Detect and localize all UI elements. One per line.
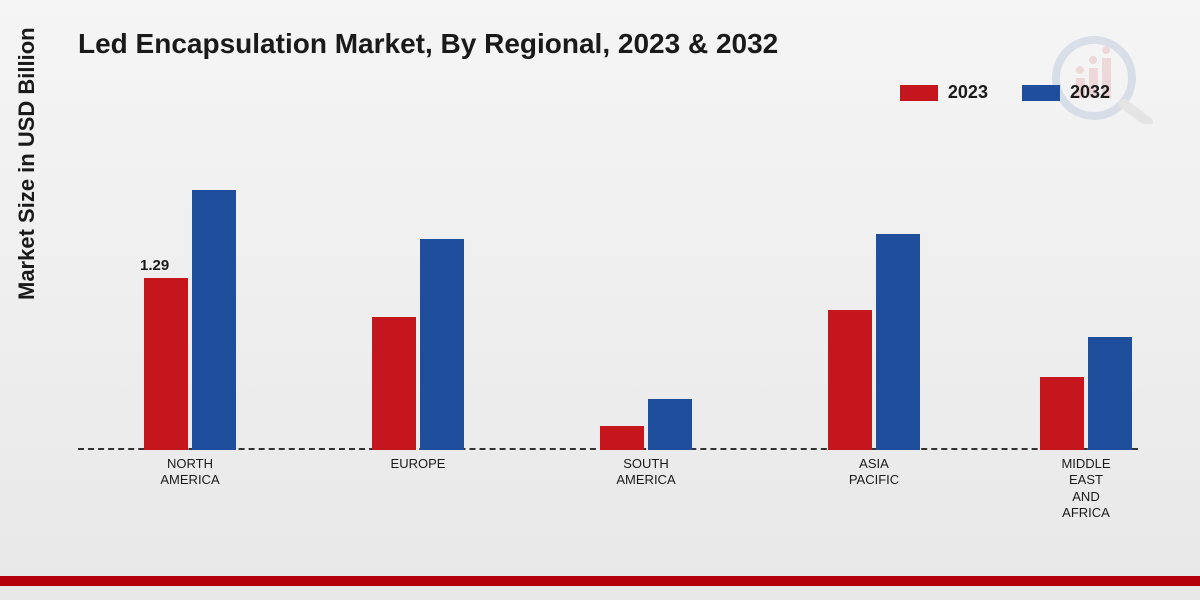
plot-area: 1.29	[78, 130, 1138, 450]
legend-swatch-2032	[1022, 85, 1060, 101]
bar-group	[144, 190, 236, 450]
bar-group	[600, 399, 692, 450]
legend-item-2032: 2032	[1022, 82, 1110, 103]
x-tick-label: SOUTH AMERICA	[616, 456, 675, 489]
bar-2023	[372, 317, 416, 450]
bar-2032	[192, 190, 236, 450]
bar-2032	[1088, 337, 1132, 450]
bar-group	[828, 234, 920, 450]
bar-group	[1040, 337, 1132, 450]
footer-accent-bar	[0, 576, 1200, 586]
bar-2023	[600, 426, 644, 450]
legend-label-2023: 2023	[948, 82, 988, 103]
bar-2032	[420, 239, 464, 450]
bar-2023	[828, 310, 872, 450]
x-axis-labels: NORTH AMERICA EUROPE SOUTH AMERICA ASIA PAC…	[78, 456, 1138, 546]
legend: 2023 2032	[900, 82, 1110, 103]
bar-2023	[1040, 377, 1084, 450]
x-tick-label: NORTH AMERICA	[160, 456, 219, 489]
bar-2023	[144, 278, 188, 450]
bar-2032	[648, 399, 692, 450]
bar-value-label: 1.29	[140, 257, 169, 274]
legend-label-2032: 2032	[1070, 82, 1110, 103]
legend-item-2023: 2023	[900, 82, 988, 103]
x-tick-label: EUROPE	[391, 456, 446, 472]
x-tick-label: ASIA PACIFIC	[849, 456, 899, 489]
bar-group	[372, 239, 464, 450]
x-tick-label: MIDDLE EAST AND AFRICA	[1061, 456, 1110, 521]
legend-swatch-2023	[900, 85, 938, 101]
y-axis-label: Market Size in USD Billion	[14, 27, 40, 300]
bar-2032	[876, 234, 920, 450]
chart-title: Led Encapsulation Market, By Regional, 2…	[78, 28, 778, 60]
